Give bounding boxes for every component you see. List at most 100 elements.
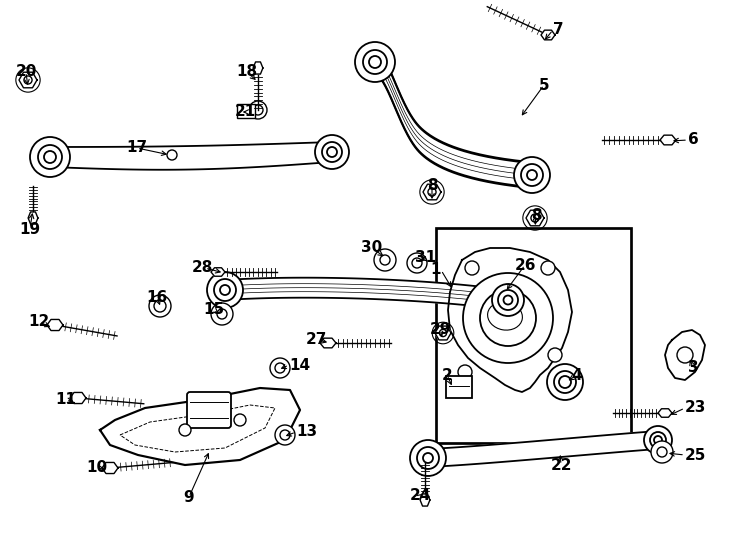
Circle shape <box>492 284 524 316</box>
Text: 5: 5 <box>539 78 549 92</box>
Polygon shape <box>423 184 441 200</box>
Circle shape <box>417 447 439 469</box>
Circle shape <box>458 365 472 379</box>
Circle shape <box>154 300 166 312</box>
Circle shape <box>527 170 537 180</box>
Polygon shape <box>102 462 118 474</box>
Text: 19: 19 <box>19 222 40 238</box>
Polygon shape <box>448 248 572 392</box>
Circle shape <box>149 295 171 317</box>
Circle shape <box>657 447 667 457</box>
Text: 18: 18 <box>236 64 258 79</box>
Circle shape <box>167 150 177 160</box>
Circle shape <box>554 371 576 393</box>
Text: 8: 8 <box>426 178 437 192</box>
Circle shape <box>644 426 672 454</box>
Circle shape <box>480 290 536 346</box>
Text: 28: 28 <box>192 260 214 275</box>
Polygon shape <box>225 278 508 310</box>
Circle shape <box>44 151 56 163</box>
Circle shape <box>463 273 553 363</box>
Circle shape <box>650 432 666 448</box>
Polygon shape <box>211 268 225 276</box>
Circle shape <box>280 430 290 440</box>
Text: 1: 1 <box>431 262 441 278</box>
Circle shape <box>547 364 583 400</box>
Circle shape <box>654 436 662 444</box>
Text: 12: 12 <box>29 314 50 329</box>
Text: 22: 22 <box>550 457 572 472</box>
Polygon shape <box>420 494 430 506</box>
Circle shape <box>38 145 62 169</box>
Text: 30: 30 <box>361 240 382 255</box>
Polygon shape <box>660 135 676 145</box>
Text: 23: 23 <box>685 401 706 415</box>
Text: 27: 27 <box>306 333 327 348</box>
Circle shape <box>220 285 230 295</box>
Polygon shape <box>658 409 672 417</box>
Circle shape <box>355 42 395 82</box>
Circle shape <box>211 303 233 325</box>
Text: 3: 3 <box>688 361 698 375</box>
Circle shape <box>253 105 263 115</box>
Circle shape <box>440 329 446 336</box>
Text: 14: 14 <box>289 357 310 373</box>
Polygon shape <box>47 320 63 330</box>
Text: 8: 8 <box>531 207 541 222</box>
Polygon shape <box>541 30 555 40</box>
Text: 25: 25 <box>685 448 706 462</box>
Polygon shape <box>253 62 263 74</box>
Circle shape <box>275 363 285 373</box>
Circle shape <box>30 137 70 177</box>
Circle shape <box>548 348 562 362</box>
Circle shape <box>363 50 387 74</box>
Circle shape <box>315 135 349 169</box>
Text: 6: 6 <box>688 132 699 147</box>
Circle shape <box>423 453 433 463</box>
Circle shape <box>465 261 479 275</box>
Circle shape <box>410 440 446 476</box>
Text: 16: 16 <box>146 289 167 305</box>
Circle shape <box>214 279 236 301</box>
Polygon shape <box>28 212 38 224</box>
Circle shape <box>322 142 342 162</box>
Polygon shape <box>100 388 300 465</box>
Circle shape <box>651 441 673 463</box>
Text: 7: 7 <box>553 23 564 37</box>
Text: 2: 2 <box>442 368 452 382</box>
Circle shape <box>498 290 518 310</box>
Text: 29: 29 <box>429 322 451 338</box>
Bar <box>436 228 631 443</box>
Circle shape <box>428 188 436 196</box>
Text: 21: 21 <box>235 105 256 119</box>
Circle shape <box>327 147 337 157</box>
Text: 20: 20 <box>15 64 37 79</box>
Circle shape <box>275 425 295 445</box>
Polygon shape <box>526 210 544 226</box>
Circle shape <box>24 76 32 84</box>
Circle shape <box>249 101 267 119</box>
Circle shape <box>541 261 555 275</box>
Text: 4: 4 <box>572 368 582 382</box>
Polygon shape <box>375 47 530 188</box>
Circle shape <box>412 258 422 268</box>
Text: 9: 9 <box>184 489 195 504</box>
Circle shape <box>207 272 243 308</box>
FancyBboxPatch shape <box>237 104 255 118</box>
Text: 10: 10 <box>87 461 108 476</box>
Text: 11: 11 <box>56 393 76 408</box>
FancyBboxPatch shape <box>446 376 472 398</box>
Text: 24: 24 <box>410 489 431 503</box>
Polygon shape <box>70 393 86 403</box>
Circle shape <box>369 56 381 68</box>
Circle shape <box>179 424 191 436</box>
Circle shape <box>504 295 512 305</box>
Circle shape <box>270 358 290 378</box>
FancyBboxPatch shape <box>187 392 231 428</box>
Text: 17: 17 <box>126 140 148 156</box>
Text: 15: 15 <box>203 302 225 318</box>
Circle shape <box>217 309 227 319</box>
Polygon shape <box>665 330 705 380</box>
Ellipse shape <box>487 302 523 330</box>
Circle shape <box>559 376 571 388</box>
